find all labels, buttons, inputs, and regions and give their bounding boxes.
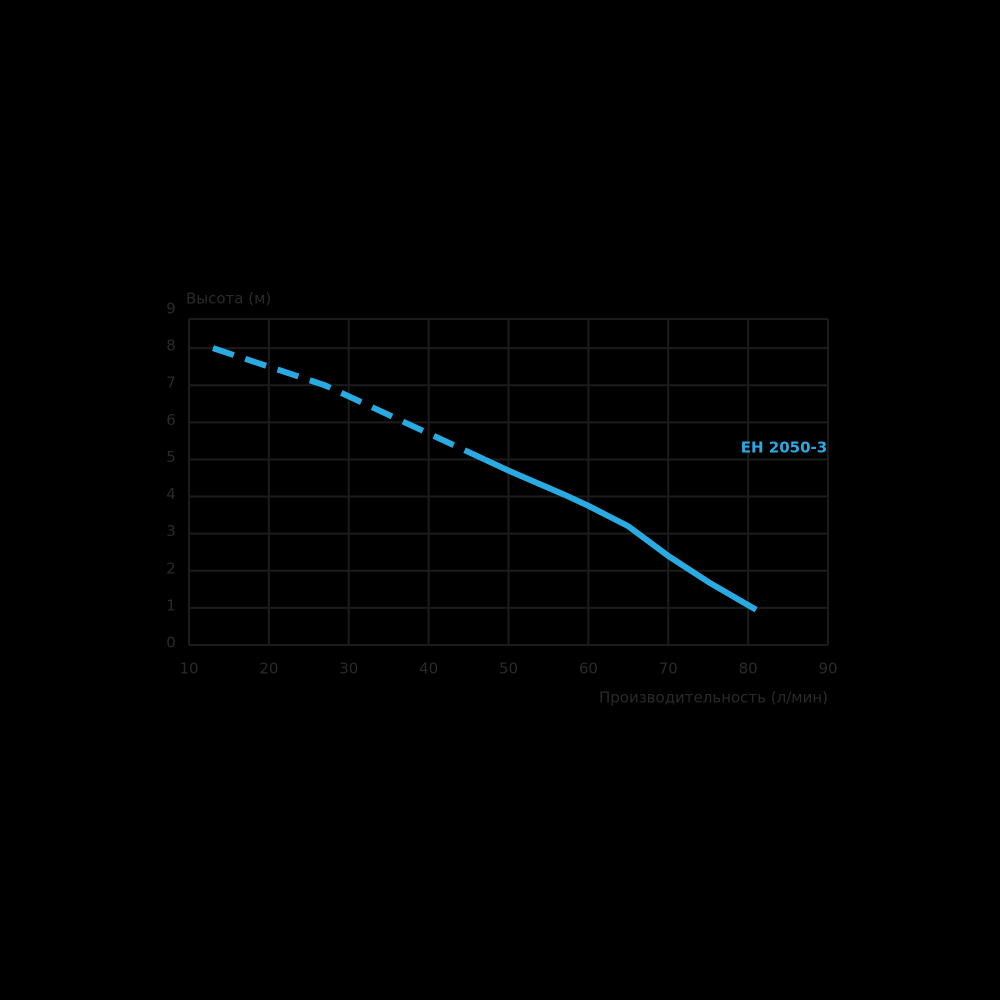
- x-tick-label: 50: [499, 660, 518, 678]
- y-tick-label: 7: [166, 374, 176, 392]
- x-tick-label: 20: [259, 660, 278, 678]
- x-axis-label: Производительность (л/мин): [599, 689, 828, 707]
- x-tick-label: 70: [659, 660, 678, 678]
- x-tick-label: 40: [419, 660, 438, 678]
- y-tick-label: 6: [166, 411, 176, 429]
- x-tick-label: 60: [579, 660, 598, 678]
- y-tick-label: 3: [166, 522, 176, 540]
- series-line: [212, 345, 486, 463]
- y-tick-label: 4: [166, 485, 176, 503]
- x-tick-label: 90: [818, 660, 837, 678]
- x-tick-label: 30: [339, 660, 358, 678]
- y-tick-label: 8: [166, 337, 176, 355]
- y-tick-label: 1: [166, 596, 176, 614]
- y-tick-label: 9: [166, 300, 176, 318]
- legend-label: EH 2050-3: [741, 439, 827, 457]
- y-tick-label: 2: [166, 559, 176, 577]
- y-tick-label: 5: [166, 448, 176, 466]
- series-line: [483, 456, 758, 613]
- y-tick-label: 0: [166, 634, 176, 652]
- x-tick-label: 10: [179, 660, 198, 678]
- y-axis-label: Высота (м): [186, 290, 271, 308]
- x-tick-label: 80: [739, 660, 758, 678]
